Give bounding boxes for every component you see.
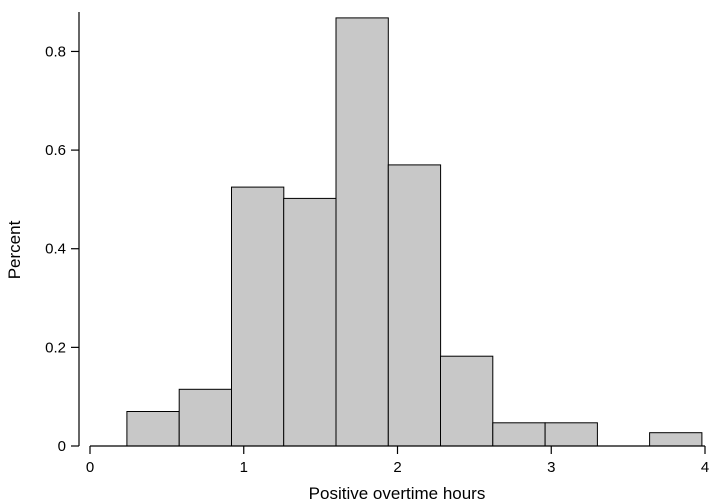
histogram-bar-4 — [335, 17, 389, 447]
histogram-bar-7 — [492, 422, 546, 447]
histogram-bar-9 — [649, 432, 703, 447]
histogram-bar-5 — [387, 164, 442, 447]
x-tick-label: 1 — [240, 459, 248, 476]
x-ticks-group: 0 1 2 3 4 — [86, 446, 709, 476]
histogram-bar-1 — [178, 388, 232, 447]
bars-group — [126, 17, 703, 447]
x-tick-label: 2 — [393, 459, 401, 476]
y-tick-label: 0.4 — [45, 241, 66, 258]
histogram-bar-6 — [440, 355, 494, 447]
y-tick-label: 0.6 — [45, 142, 66, 159]
histogram-bar-3 — [283, 197, 337, 447]
x-axis-label: Positive overtime hours — [309, 484, 486, 503]
y-tick-label: 0.8 — [45, 43, 66, 60]
x-tick-label: 3 — [547, 459, 555, 476]
histogram-bar-2 — [231, 186, 285, 447]
histogram-bar-0 — [126, 411, 180, 447]
y-ticks-group: 0 0.2 0.4 0.6 0.8 — [45, 43, 79, 455]
y-tick-label: 0.2 — [45, 339, 66, 356]
y-tick-label: 0 — [58, 438, 66, 455]
x-tick-label: 0 — [86, 459, 94, 476]
x-tick-label: 4 — [701, 459, 709, 476]
histogram-bar-8 — [544, 422, 598, 447]
y-axis-label: Percent — [5, 220, 24, 279]
